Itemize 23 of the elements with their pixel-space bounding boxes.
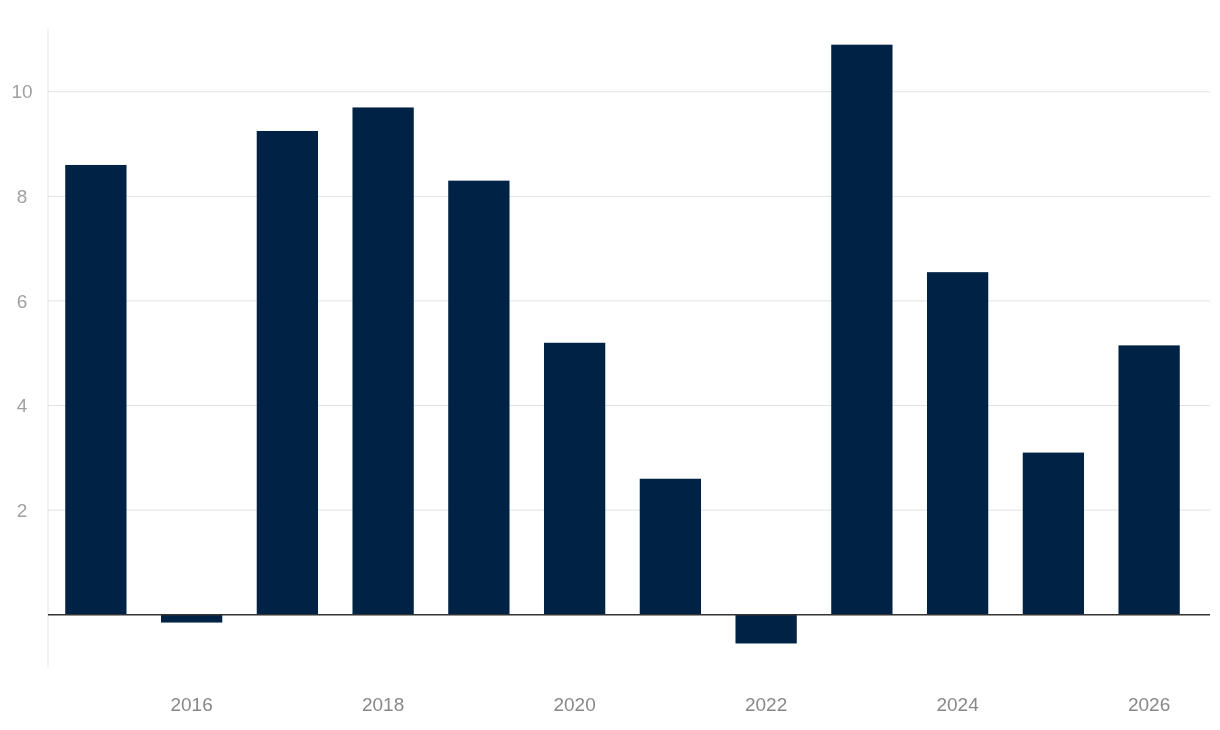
y-tick-label: 6 [16, 290, 28, 312]
y-tick-label: 8 [16, 185, 28, 207]
y-tick-label: 2 [16, 499, 28, 521]
bar [65, 164, 127, 615]
bar [160, 614, 223, 623]
bar [831, 44, 893, 615]
bar [926, 272, 989, 615]
bar [543, 342, 606, 615]
x-tick-label: 2024 [936, 694, 980, 715]
bar [256, 130, 319, 615]
x-tick-label: 2018 [361, 694, 405, 715]
bar [735, 614, 797, 644]
x-tick-label: 2026 [1127, 694, 1171, 715]
bar [448, 180, 510, 615]
y-tick-label: 4 [16, 395, 28, 417]
bar [352, 107, 414, 615]
x-tick-label: 2020 [553, 694, 596, 715]
bar [639, 478, 702, 615]
x-tick-label: 2016 [170, 694, 213, 715]
y-tick-label: 10 [11, 81, 33, 103]
x-tick-label: 2022 [744, 694, 788, 715]
bar [1118, 345, 1180, 615]
bar [1022, 452, 1085, 615]
